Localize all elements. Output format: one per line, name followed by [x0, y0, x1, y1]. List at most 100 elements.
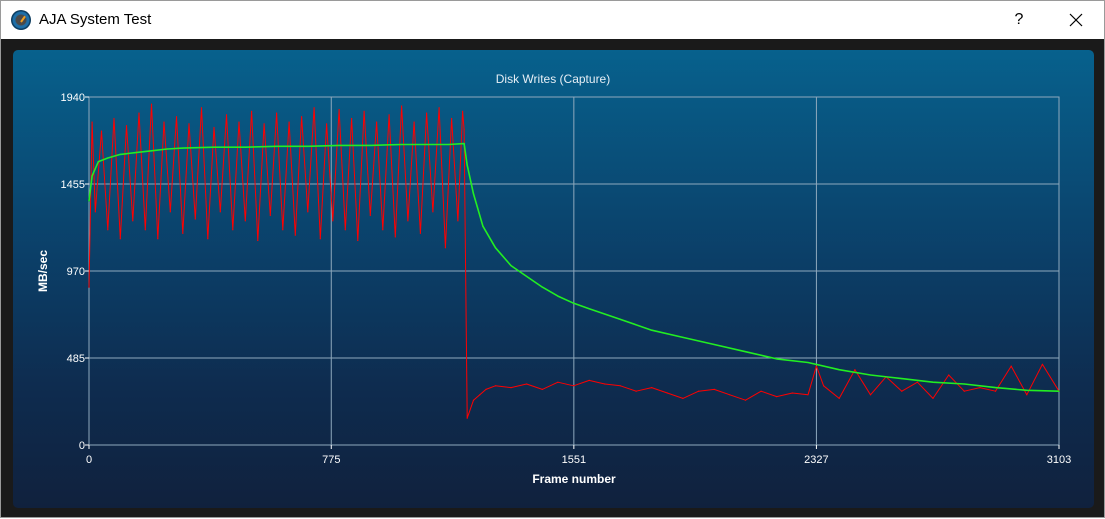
average-rate-point: [494, 247, 496, 249]
average-rate-point: [932, 381, 934, 383]
frame-rate-point: [713, 388, 715, 390]
average-rate-point: [482, 225, 484, 227]
average-rate-point: [682, 336, 684, 338]
frame-rate-point: [426, 112, 428, 114]
frame-rate-point: [541, 388, 543, 390]
average-rate-point: [401, 143, 403, 146]
frame-rate-point: [494, 385, 496, 387]
frame-rate-point: [438, 107, 440, 109]
average-rate-point: [338, 144, 340, 146]
frame-rate-point: [854, 369, 856, 371]
average-rate-point: [463, 143, 465, 145]
average-rate-point: [963, 383, 965, 385]
chart-panel: [13, 50, 1094, 508]
frame-rate-point: [238, 121, 240, 123]
average-rate-point: [97, 161, 99, 163]
average-rate-point: [573, 302, 575, 304]
frame-rate-point: [144, 229, 146, 231]
average-rate-point: [838, 369, 840, 371]
frame-rate-point: [338, 109, 340, 111]
average-rate-point: [107, 157, 109, 159]
frame-rate-point: [100, 130, 103, 132]
frame-rate-point: [401, 105, 403, 107]
frame-rate-point: [419, 232, 421, 234]
average-rate-point: [1058, 390, 1060, 392]
average-rate-point: [541, 286, 543, 288]
frame-rate-point: [363, 110, 365, 112]
frame-rate-point: [257, 239, 259, 242]
frame-rate-point: [157, 238, 159, 240]
average-rate-point: [807, 361, 809, 364]
frame-rate-point: [557, 381, 559, 383]
window-title: AJA System Test: [39, 11, 152, 28]
close-icon: [1069, 13, 1083, 27]
frame-rate-point: [823, 385, 825, 387]
frame-rate-point: [776, 396, 778, 398]
frame-rate-point: [744, 399, 747, 401]
frame-rate-point: [301, 116, 303, 118]
frame-rate-point: [251, 110, 253, 112]
frame-rate-point: [232, 229, 234, 231]
frame-rate-point: [485, 388, 487, 390]
close-button[interactable]: [1053, 1, 1099, 39]
frame-rate-point: [510, 387, 512, 389]
average-rate-point: [744, 351, 747, 353]
frame-rate-point: [916, 381, 919, 383]
average-rate-point: [619, 318, 622, 320]
average-rate-point: [182, 147, 184, 149]
frame-rate-point: [451, 117, 453, 120]
chart-title: Disk Writes (Capture): [496, 72, 610, 86]
frame-rate-point: [413, 121, 415, 123]
frame-rate-point: [604, 383, 606, 385]
help-button[interactable]: ?: [1014, 11, 1024, 28]
frame-rate-point: [979, 387, 981, 389]
average-rate-point: [510, 265, 512, 267]
average-rate-point: [869, 374, 872, 376]
frame-rate-point: [225, 114, 228, 116]
average-rate-point: [447, 143, 450, 146]
average-rate-point: [557, 295, 559, 297]
frame-rate-point: [376, 121, 378, 123]
frame-rate-point: [815, 365, 818, 367]
average-rate-point: [307, 145, 309, 147]
chart-grid: [88, 96, 1060, 446]
average-rate-point: [432, 143, 434, 146]
frame-rate-point: [432, 211, 434, 213]
frame-rate-point: [194, 218, 196, 220]
frame-rate-point: [526, 383, 528, 385]
x-tick-label: 3103: [1047, 454, 1071, 466]
average-rate-point: [472, 193, 475, 195]
frame-rate-point: [619, 385, 622, 387]
average-rate-point: [150, 150, 153, 152]
frame-rate-point: [357, 239, 359, 242]
y-tick-label: 1455: [61, 179, 85, 191]
average-rate-point: [776, 358, 778, 360]
average-rate-point: [135, 152, 137, 154]
frame-rate-point: [113, 117, 115, 120]
y-tick-label: 0: [79, 440, 85, 452]
average-rate-point: [369, 144, 371, 146]
frame-rate-point: [188, 123, 190, 125]
x-tick-label: 1551: [562, 454, 586, 466]
frame-rate-point: [407, 220, 409, 222]
frame-rate-point: [319, 238, 321, 240]
average-rate-point: [119, 153, 121, 155]
frame-rate-point: [457, 220, 459, 222]
frame-rate-point: [651, 387, 653, 389]
frame-rate-point: [394, 236, 396, 238]
frame-rate-point: [635, 390, 637, 392]
frame-rate-point: [282, 229, 284, 231]
frame-rate-point: [244, 220, 246, 222]
frame-rate-point: [369, 214, 371, 216]
frame-rate-point: [276, 112, 278, 114]
title-bar[interactable]: AJA System Test ?: [1, 1, 1104, 39]
aja-app-icon: [11, 10, 31, 30]
frame-rate-point: [263, 123, 265, 125]
chart-ticks: 0 775 1551 2327 3103 0 485 970 1455 1940: [61, 92, 1072, 466]
y-tick-label: 1940: [61, 92, 85, 104]
average-rate-point: [526, 275, 528, 277]
frame-rate-point: [313, 107, 315, 109]
frame-rate-point: [219, 211, 221, 213]
